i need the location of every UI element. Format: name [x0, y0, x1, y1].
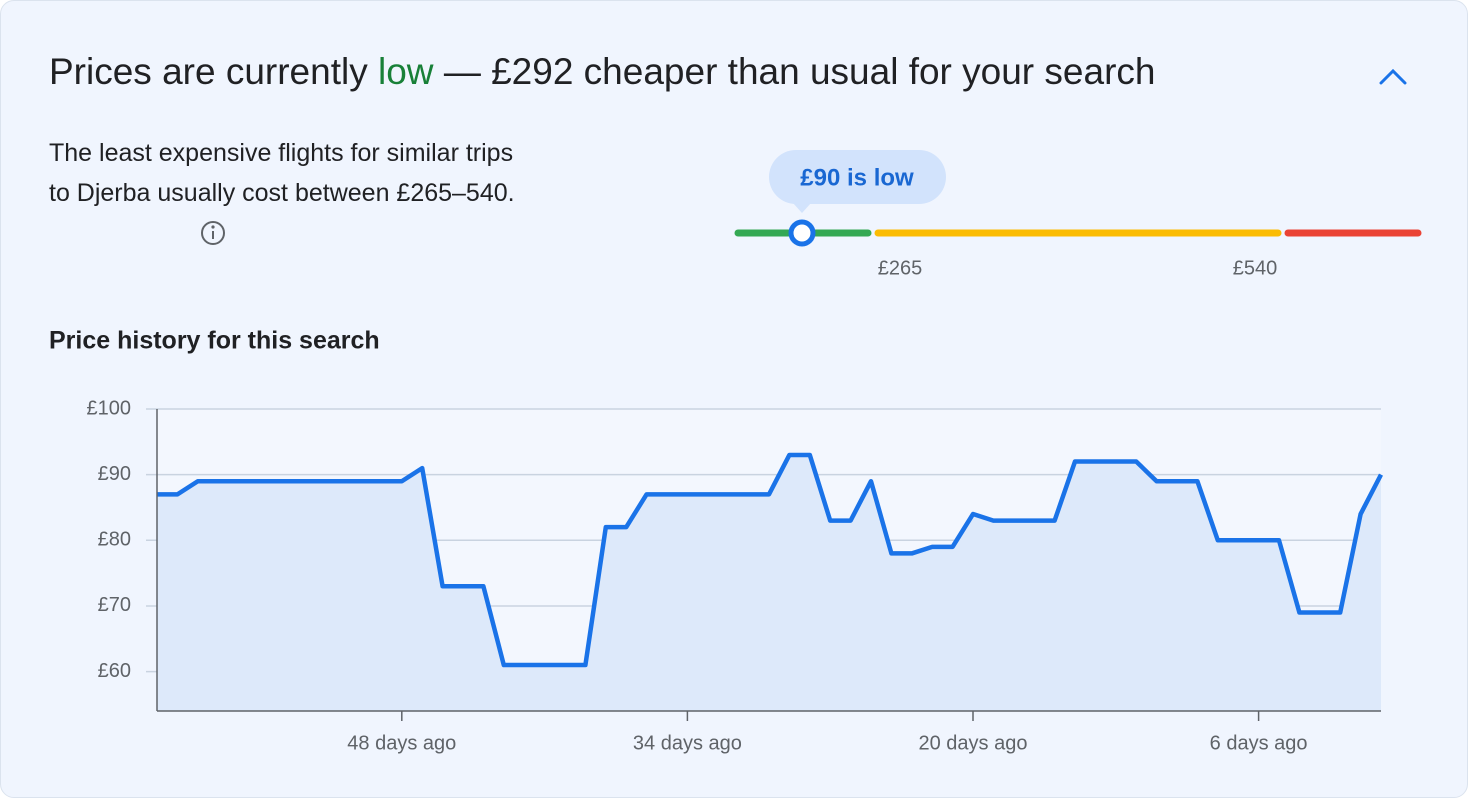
y-tick-label: £70 — [98, 594, 131, 616]
badge-pointer — [793, 203, 811, 213]
price-area — [157, 454, 1381, 711]
headline-suffix: — £292 cheaper than usual for your searc… — [443, 51, 1156, 92]
badge — [769, 150, 946, 204]
x-tick-label: 34 days ago — [633, 732, 742, 754]
headline-prefix: Prices are currently — [49, 51, 368, 92]
y-tick-label: £60 — [98, 660, 131, 682]
headline: Prices are currently low — £292 cheaper … — [49, 51, 1155, 93]
x-tick-label: 48 days ago — [347, 732, 456, 754]
summary: The least expensive flights for similar … — [49, 133, 539, 213]
info-dot — [211, 225, 215, 229]
info-icon[interactable] — [201, 221, 225, 245]
y-tick-label: £80 — [98, 529, 131, 551]
range-low-label: £265 — [878, 257, 923, 279]
collapse-chevron[interactable] — [1379, 68, 1407, 85]
y-tick-label: £90 — [98, 463, 131, 485]
info-circle — [201, 221, 225, 245]
price-marker — [788, 219, 816, 247]
summary-text: The least expensive flights for similar … — [49, 139, 515, 207]
price-line — [157, 452, 1383, 668]
x-tick-label: 20 days ago — [919, 732, 1028, 754]
range-high-label: £540 — [1233, 257, 1278, 279]
x-tick-label: 6 days ago — [1210, 732, 1308, 754]
y-tick-label: £100 — [87, 397, 132, 419]
chart-title: Price history for this search — [49, 327, 380, 355]
badge-text: £90 is low — [800, 164, 914, 191]
price-status: low — [378, 51, 434, 92]
